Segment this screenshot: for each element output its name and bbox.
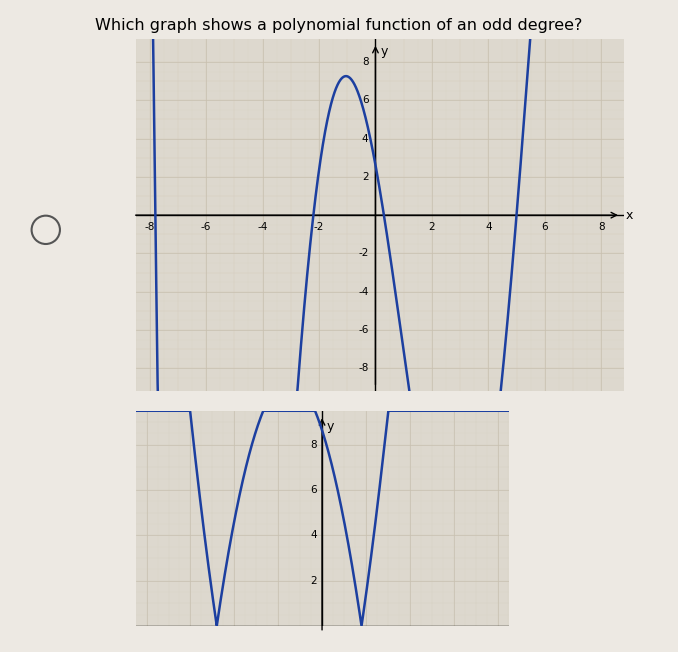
- Text: -8: -8: [358, 363, 368, 373]
- Text: x: x: [625, 209, 633, 222]
- Text: y: y: [326, 420, 334, 433]
- Text: -2: -2: [314, 222, 324, 232]
- Text: -6: -6: [201, 222, 212, 232]
- Text: 4: 4: [362, 134, 368, 143]
- Text: y: y: [381, 45, 388, 58]
- Text: 6: 6: [362, 95, 368, 106]
- Text: 8: 8: [598, 222, 605, 232]
- Text: 2: 2: [310, 576, 317, 585]
- Text: 2: 2: [428, 222, 435, 232]
- Text: 2: 2: [362, 172, 368, 182]
- Text: Which graph shows a polynomial function of an odd degree?: Which graph shows a polynomial function …: [96, 18, 582, 33]
- Text: 8: 8: [362, 57, 368, 67]
- Text: 4: 4: [485, 222, 492, 232]
- Text: 6: 6: [542, 222, 548, 232]
- Text: 4: 4: [310, 530, 317, 541]
- Text: -8: -8: [144, 222, 155, 232]
- Text: -4: -4: [358, 287, 368, 297]
- Text: -4: -4: [258, 222, 268, 232]
- Text: -2: -2: [358, 248, 368, 258]
- Text: 6: 6: [310, 485, 317, 495]
- Text: -6: -6: [358, 325, 368, 335]
- Text: 8: 8: [310, 439, 317, 450]
